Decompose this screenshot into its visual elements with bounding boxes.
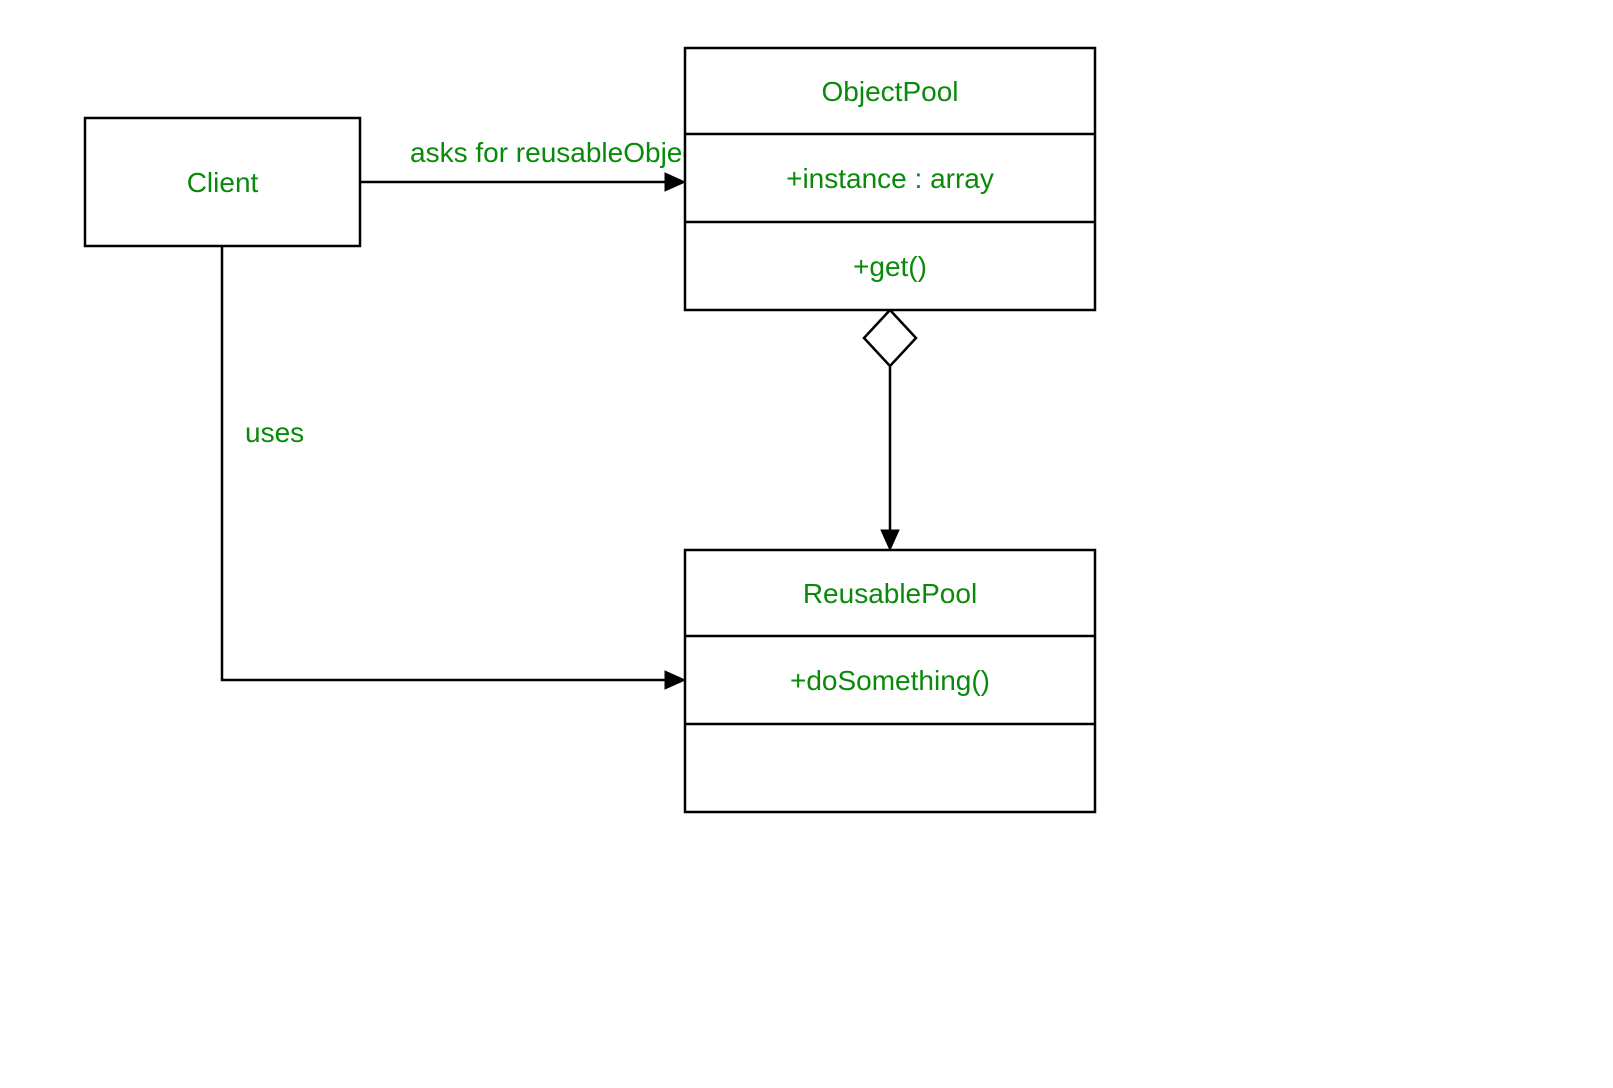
class-name-object_pool: ObjectPool: [822, 76, 959, 107]
class-member-object_pool-0-0: +instance : array: [786, 163, 994, 194]
class-box-client: Client: [85, 118, 360, 246]
edge-label-client-to-objectpool: asks for reusableObject: [410, 137, 704, 168]
class-member-reusable_pool-0-0: +doSomething(): [790, 665, 990, 696]
class-name-client: Client: [187, 167, 259, 198]
uml-diagram: asks for reusableObject uses Client ObjectP…: [0, 0, 1613, 1088]
class-name-reusable_pool: ReusablePool: [803, 578, 977, 609]
class-box-reusable_pool: ReusablePool +doSomething(): [685, 550, 1095, 812]
edge-label-client-to-reusablepool: uses: [245, 417, 304, 448]
class-box-object_pool: ObjectPool +instance : array +get(): [685, 48, 1095, 310]
class-member-object_pool-1-0: +get(): [853, 251, 927, 282]
